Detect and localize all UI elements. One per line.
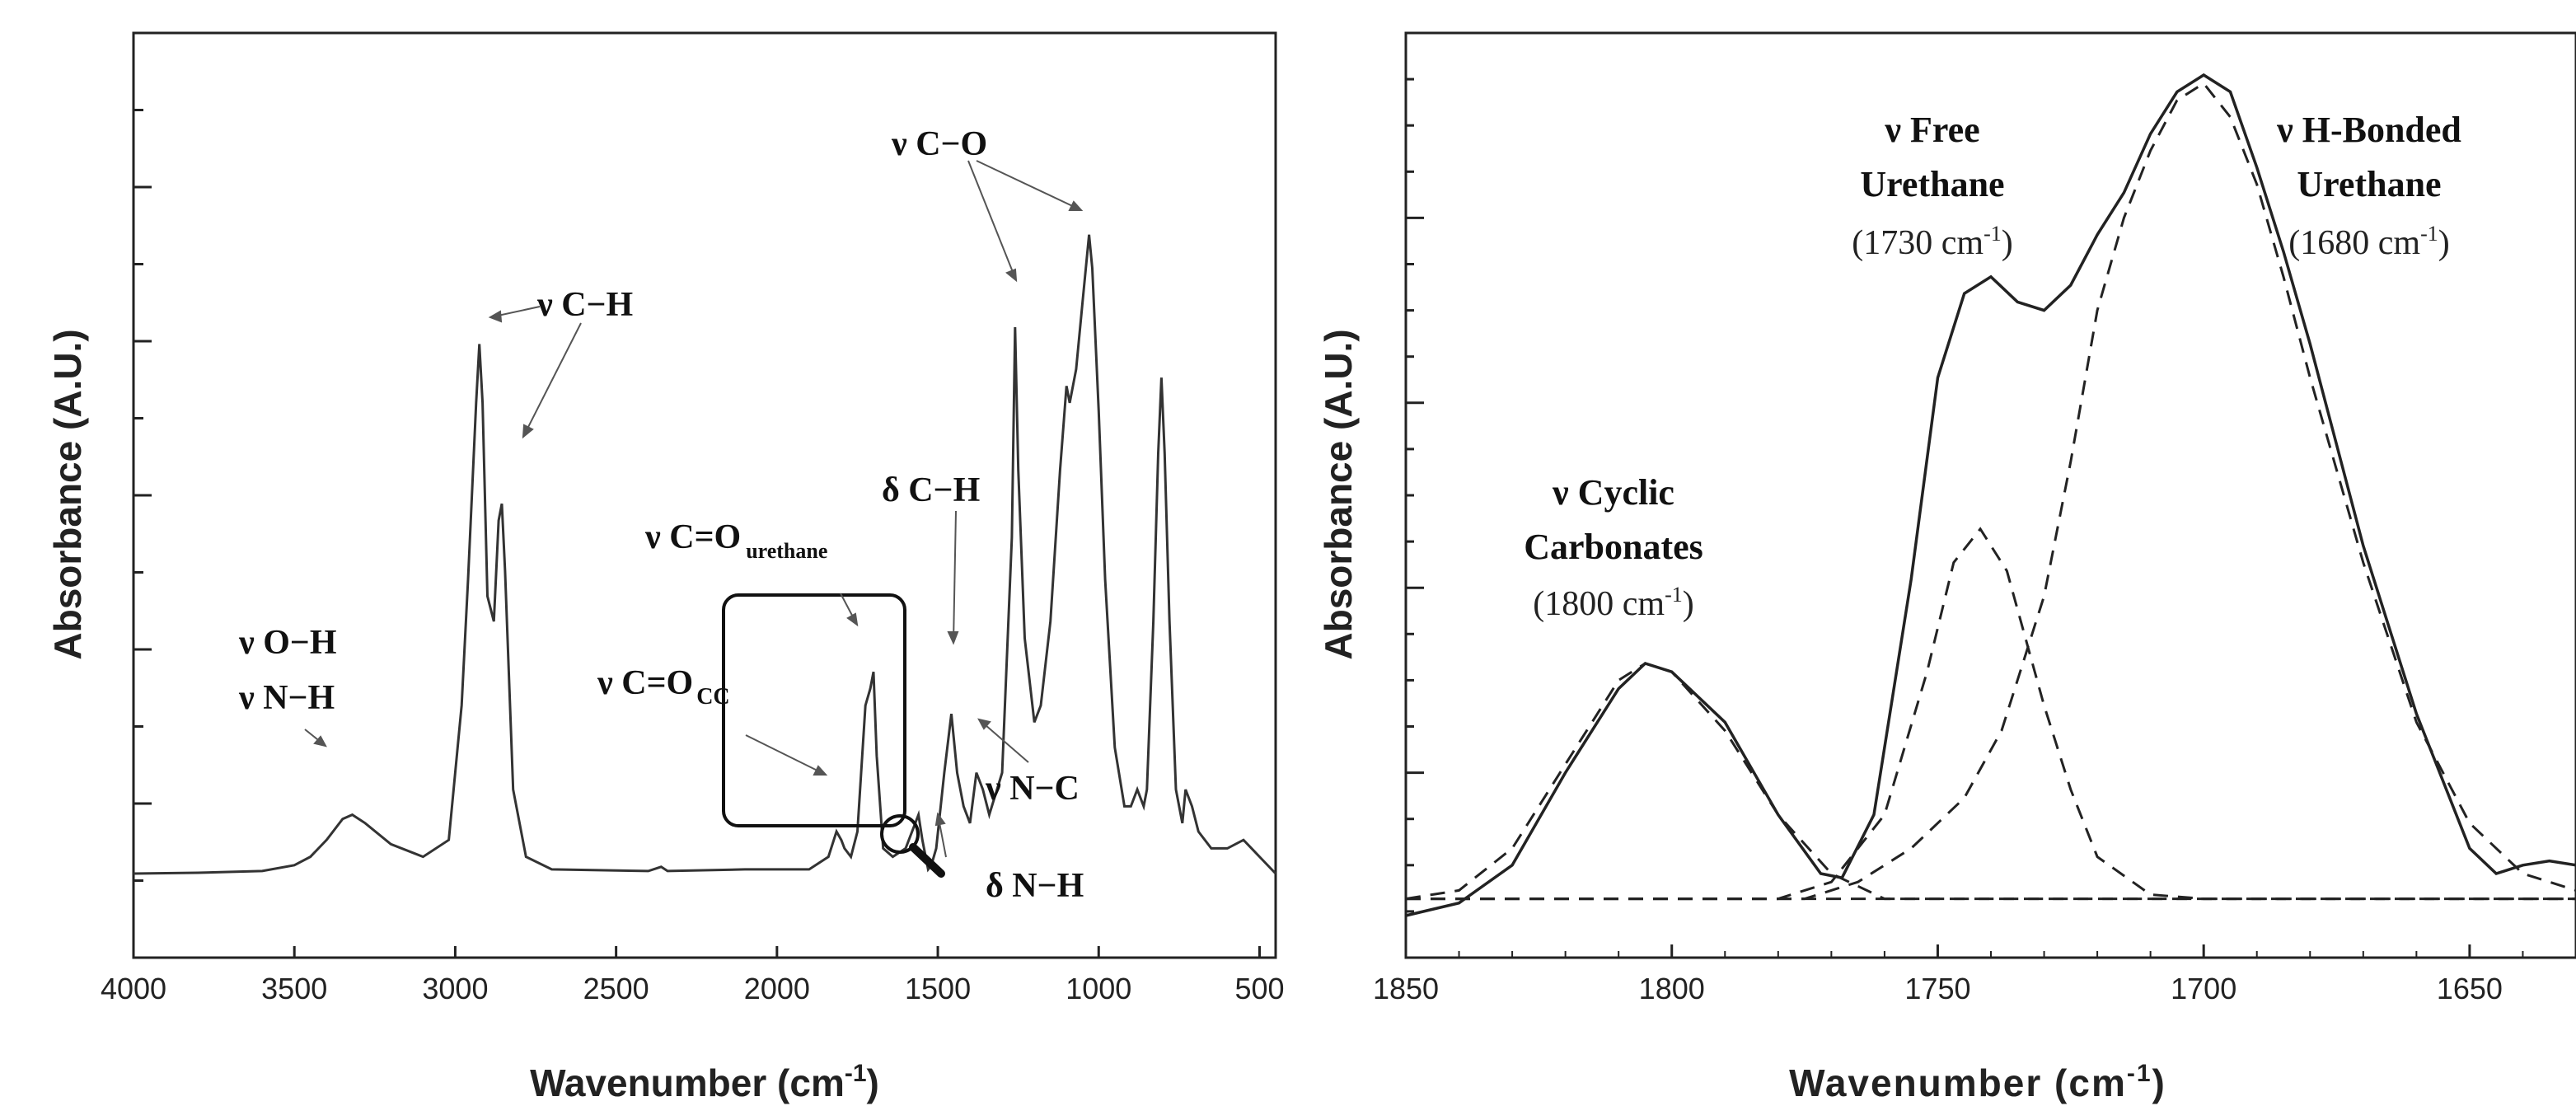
- right-y-axis-label: Absorbance (A.U.): [1317, 329, 1360, 659]
- annotation-arrows: [304, 160, 1084, 858]
- right-x-tick-label: 1650: [2437, 972, 2503, 1005]
- left-x-tick-label: 1000: [1066, 972, 1131, 1005]
- left-x-tick-label: 2000: [744, 972, 810, 1005]
- left-x-tick-label: 2500: [583, 972, 649, 1005]
- annotation-cyclic-line1: ν Cyclic: [1552, 472, 1674, 513]
- annotation-ch-bend: δ C−H: [882, 471, 980, 509]
- annotation-free-line1: ν Free: [1884, 110, 1979, 150]
- annotation-co-cc: ν C=O CC: [597, 664, 730, 710]
- measured-spectrum-line: [1405, 73, 2576, 917]
- fit-dashed-line: [1405, 662, 2576, 901]
- magnifier-icon: [880, 814, 945, 878]
- annotation-co-urethane: ν C=O urethane: [644, 518, 827, 563]
- annotation-cyclic-line2: Carbonates: [1524, 527, 1703, 567]
- left-x-axis-label: Wavenumber (cm-1): [530, 1060, 879, 1104]
- right-x-axis-label: Wavenumber (cm-1): [1789, 1060, 2166, 1104]
- fit-dashed-line: [1406, 82, 2576, 901]
- annotation-ch-stretch: ν C−H: [536, 286, 633, 324]
- annotation-hbonded-line3: (1680 cm-1): [2288, 222, 2449, 262]
- annotation-free-line3: (1730 cm-1): [1852, 222, 2012, 262]
- right-x-tick-labels: 1850 1800 1750 1700 1650: [1373, 972, 2503, 1005]
- left-y-axis-label: Absorbance (A.U.): [46, 329, 89, 659]
- annotation-nh: ν N−H: [238, 679, 335, 717]
- right-series-lines: [1405, 73, 2576, 917]
- left-panel: 4000 3500 3000 2500 2000 1500 1000 500 Absorban…: [46, 31, 1285, 1104]
- carbonyl-region-box: [722, 593, 906, 827]
- left-x-tick-label: 3500: [261, 972, 327, 1005]
- annotation-nc: ν N−C: [985, 770, 1080, 808]
- annotation-hbonded-line2: Urethane: [2297, 164, 2441, 204]
- right-x-tick-label: 1800: [1639, 972, 1705, 1005]
- left-axis-ticks: [132, 109, 1261, 958]
- left-x-tick-label: 1500: [905, 972, 971, 1005]
- annotation-co-stretch: ν C−O: [891, 125, 987, 163]
- right-x-tick-label: 1750: [1904, 972, 1970, 1005]
- right-x-tick-label: 1700: [2171, 972, 2236, 1005]
- annotation-cyclic-line3: (1800 cm-1): [1533, 583, 1693, 623]
- left-x-tick-label: 4000: [101, 972, 166, 1005]
- left-x-tick-labels: 4000 3500 3000 2500 2000 1500 1000 500: [101, 972, 1285, 1005]
- fit-dashed-line: [1406, 527, 2576, 901]
- right-axis-ticks: [1404, 77, 2576, 958]
- annotation-nh-bend: δ N−H: [986, 867, 1084, 905]
- right-x-tick-label: 1850: [1373, 972, 1439, 1005]
- right-panel: 1850 1800 1750 1700 1650 Absorbance (A.U.) W…: [1317, 31, 2576, 1104]
- annotation-free-line2: Urethane: [1860, 164, 2004, 204]
- annotation-hbonded-line1: ν H-Bonded: [2276, 110, 2461, 150]
- left-x-tick-label: 500: [1234, 972, 1284, 1005]
- left-x-tick-label: 3000: [422, 972, 488, 1005]
- annotation-oh: ν O−H: [238, 624, 337, 662]
